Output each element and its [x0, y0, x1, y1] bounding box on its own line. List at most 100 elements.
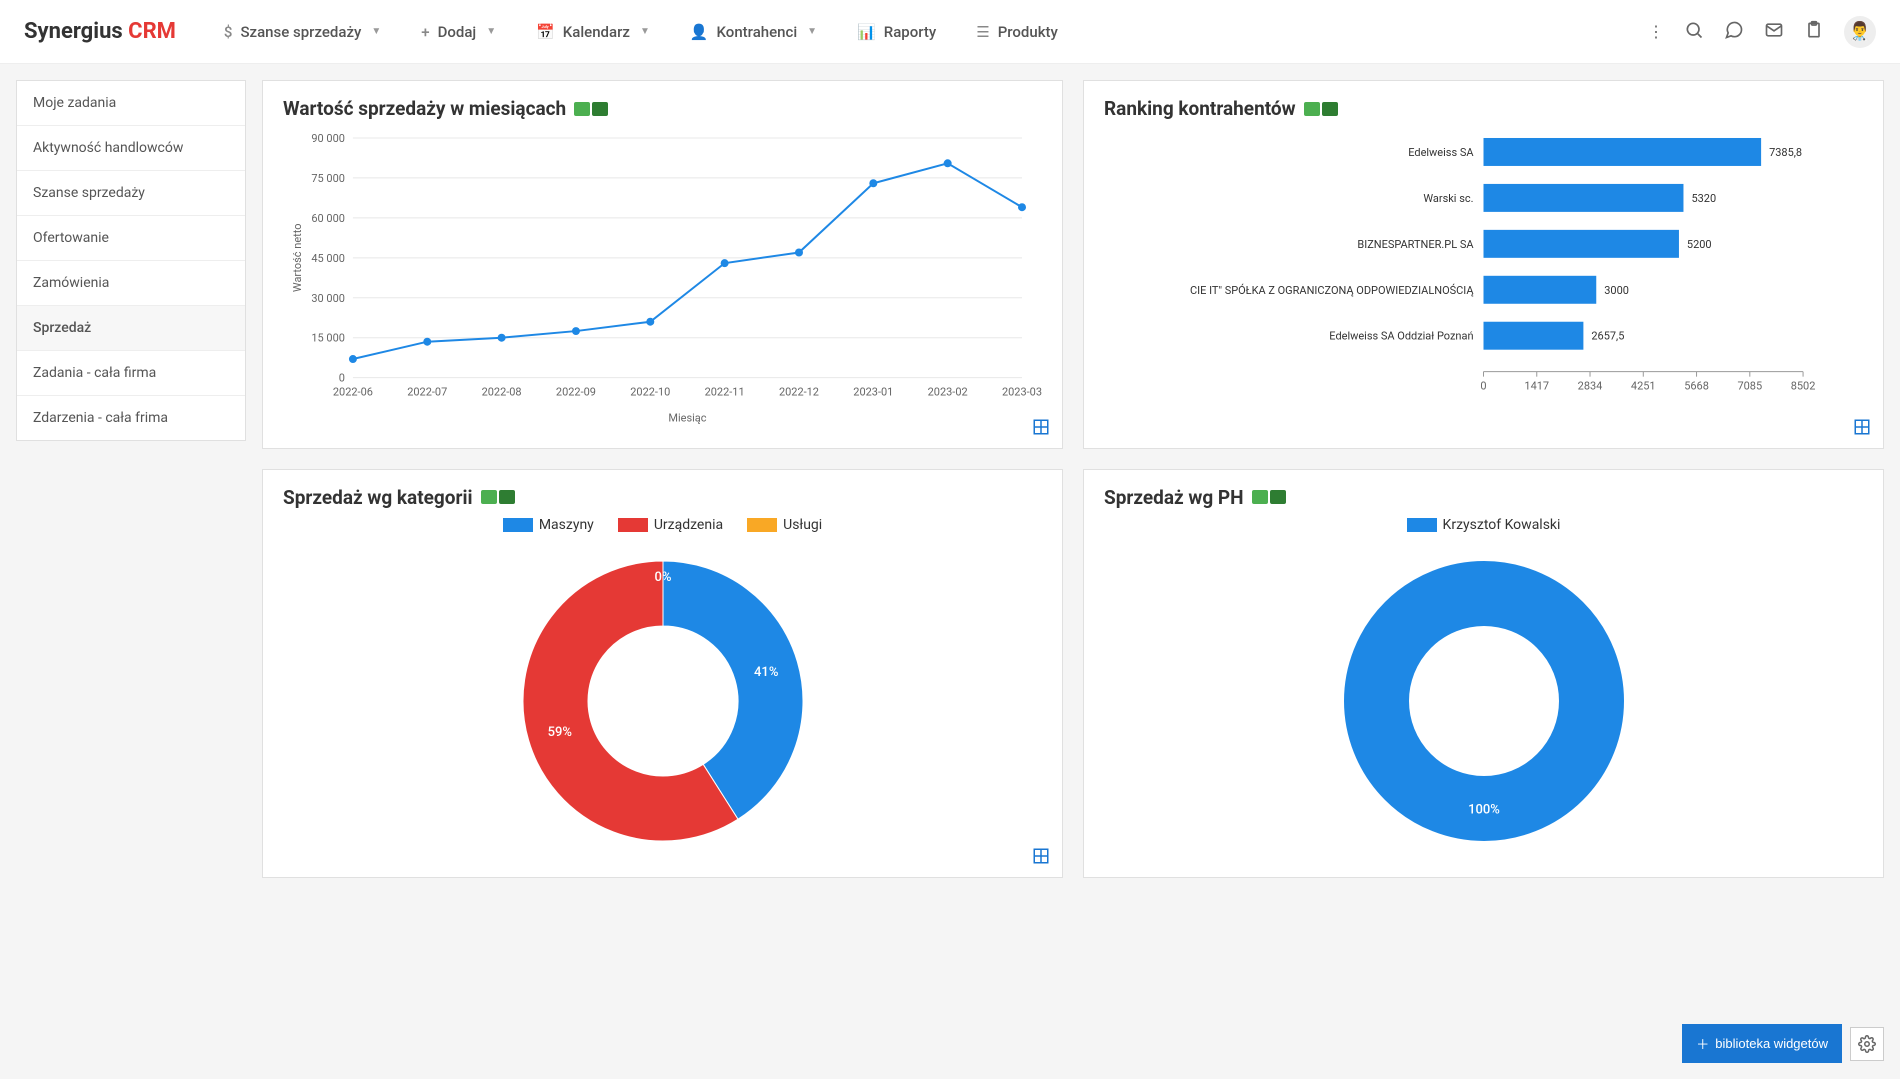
nav-label: Kalendarz — [563, 23, 630, 41]
line-chart-svg: 015 00030 00045 00060 00075 00090 000202… — [283, 128, 1042, 428]
legend-swatch — [747, 518, 777, 532]
chevron-down-icon: ▼ — [486, 26, 496, 37]
brand-logo: Synergius CRM — [24, 19, 176, 44]
svg-text:8502: 8502 — [1791, 380, 1816, 393]
svg-text:30 000: 30 000 — [311, 292, 345, 305]
sidebar-item-7[interactable]: Zdarzenia - cała frima — [17, 396, 245, 440]
svg-text:90 000: 90 000 — [311, 132, 345, 145]
brand-name: Synergius — [24, 19, 123, 44]
svg-text:2023-01: 2023-01 — [853, 386, 893, 399]
donut2-svg: 100% — [1324, 541, 1644, 861]
donut1-title: Sprzedaż wg kategorii — [283, 486, 473, 509]
svg-text:5200: 5200 — [1687, 238, 1712, 251]
legend-label: Maszyny — [539, 517, 594, 533]
topbar: Synergius CRM $Szanse sprzedaży▼+Dodaj▼📅… — [0, 0, 1900, 64]
panel-title: Wartość sprzedaży w miesiącach — [283, 97, 1042, 120]
svg-text:2657,5: 2657,5 — [1591, 330, 1624, 343]
svg-text:3000: 3000 — [1604, 284, 1629, 297]
sidebar-item-6[interactable]: Zadania - cała firma — [17, 351, 245, 396]
panel-donut-ph: Sprzedaż wg PH Krzysztof Kowalski 100% — [1083, 469, 1884, 878]
svg-text:2022-12: 2022-12 — [779, 386, 819, 399]
legend-item: Usługi — [747, 517, 822, 533]
svg-text:5668: 5668 — [1684, 380, 1709, 393]
sidebar-item-5[interactable]: Sprzedaż — [17, 306, 245, 351]
svg-text:60 000: 60 000 — [311, 212, 345, 225]
legend-swatch — [1407, 518, 1437, 532]
nav-label: Szanse sprzedaży — [240, 23, 361, 41]
nav-icon: 📊 — [857, 23, 876, 41]
table-view-icon[interactable] — [1853, 418, 1871, 440]
table-view-icon[interactable] — [1032, 418, 1050, 440]
user-avatar[interactable]: 👨‍⚕️ — [1844, 16, 1876, 48]
svg-text:2022-11: 2022-11 — [705, 386, 745, 399]
svg-text:0: 0 — [339, 372, 345, 385]
nav-label: Produkty — [998, 23, 1058, 41]
export-icons[interactable] — [481, 490, 515, 504]
nav-icon: ☰ — [976, 23, 989, 41]
plus-icon: ＋ — [1696, 1034, 1709, 1053]
nav-item-1[interactable]: +Dodaj▼ — [405, 15, 512, 49]
clipboard-icon[interactable] — [1804, 20, 1824, 44]
sidebar-item-2[interactable]: Szanse sprzedaży — [17, 171, 245, 216]
donut2-legend: Krzysztof Kowalski — [1104, 517, 1863, 533]
panel-donut-categories: Sprzedaż wg kategorii Maszyny Urządzenia U… — [262, 469, 1063, 878]
donut1-svg: 41% 59% 0% — [503, 541, 823, 861]
nav-item-3[interactable]: 👤Kontrahenci▼ — [674, 15, 833, 49]
panel-title: Ranking kontrahentów — [1104, 97, 1863, 120]
table-view-icon[interactable] — [1032, 847, 1050, 869]
dashboard-grid: Wartość sprzedaży w miesiącach 015 00030… — [262, 80, 1884, 878]
svg-text:Warski sc.: Warski sc. — [1423, 192, 1473, 205]
mail-icon[interactable] — [1764, 20, 1784, 44]
svg-text:2023-02: 2023-02 — [928, 386, 968, 399]
chevron-down-icon: ▼ — [371, 26, 381, 37]
bar-chart-title: Ranking kontrahentów — [1104, 97, 1296, 120]
svg-text:Miesiąc: Miesiąc — [668, 412, 706, 425]
sidebar-list: Moje zadaniaAktywność handlowcówSzanse s… — [16, 80, 246, 441]
sidebar-item-0[interactable]: Moje zadania — [17, 81, 245, 126]
widget-library-button[interactable]: ＋ biblioteka widgetów — [1682, 1024, 1842, 1063]
svg-text:41%: 41% — [754, 665, 778, 680]
chat-icon[interactable] — [1724, 20, 1744, 44]
more-icon[interactable]: ⋮ — [1648, 22, 1664, 41]
panel-bar-chart: Ranking kontrahentów Edelweiss SA 7385,8 W… — [1083, 80, 1884, 449]
svg-text:2022-10: 2022-10 — [630, 386, 670, 399]
svg-text:4251: 4251 — [1631, 380, 1656, 393]
topbar-actions: ⋮ 👨‍⚕️ — [1648, 16, 1876, 48]
sidebar-item-1[interactable]: Aktywność handlowców — [17, 126, 245, 171]
svg-text:Wartość netto: Wartość netto — [291, 224, 304, 293]
legend-swatch — [503, 518, 533, 532]
nav-item-5[interactable]: ☰ Produkty — [960, 15, 1074, 49]
svg-text:7385,8: 7385,8 — [1769, 146, 1802, 159]
legend-item: Maszyny — [503, 517, 594, 533]
nav-label: Dodaj — [438, 23, 477, 41]
search-icon[interactable] — [1684, 20, 1704, 44]
svg-text:0: 0 — [1480, 380, 1486, 393]
svg-text:59%: 59% — [547, 725, 571, 740]
export-icons[interactable] — [1304, 102, 1338, 116]
svg-text:45 000: 45 000 — [311, 252, 345, 265]
nav-item-0[interactable]: $ Szanse sprzedaży ▼ — [208, 15, 397, 49]
panel-title: Sprzedaż wg kategorii — [283, 486, 1042, 509]
legend-label: Urządzenia — [654, 517, 723, 533]
donut2-title: Sprzedaż wg PH — [1104, 486, 1244, 509]
nav-item-4[interactable]: 📊Raporty — [841, 15, 952, 49]
main-layout: Moje zadaniaAktywność handlowcówSzanse s… — [0, 64, 1900, 894]
bar-chart-svg: Edelweiss SA7385,8Warski sc.5320BIZNESPA… — [1104, 128, 1863, 428]
svg-text:75 000: 75 000 — [311, 172, 345, 185]
panel-title: Sprzedaż wg PH — [1104, 486, 1863, 509]
export-icons[interactable] — [574, 102, 608, 116]
nav-icon: $ — [224, 23, 233, 41]
sidebar-item-3[interactable]: Ofertowanie — [17, 216, 245, 261]
svg-text:0%: 0% — [654, 570, 671, 585]
nav-item-2[interactable]: 📅Kalendarz▼ — [520, 15, 666, 49]
svg-text:2834: 2834 — [1578, 380, 1603, 393]
legend-label: Krzysztof Kowalski — [1443, 517, 1561, 533]
nav-label: Kontrahenci — [717, 23, 798, 41]
legend-swatch — [618, 518, 648, 532]
sidebar-item-4[interactable]: Zamówienia — [17, 261, 245, 306]
settings-button[interactable] — [1850, 1027, 1884, 1061]
chevron-down-icon: ▼ — [640, 26, 650, 37]
svg-text:Edelweiss SA: Edelweiss SA — [1408, 146, 1474, 159]
chevron-down-icon: ▼ — [807, 26, 817, 37]
export-icons[interactable] — [1252, 490, 1286, 504]
